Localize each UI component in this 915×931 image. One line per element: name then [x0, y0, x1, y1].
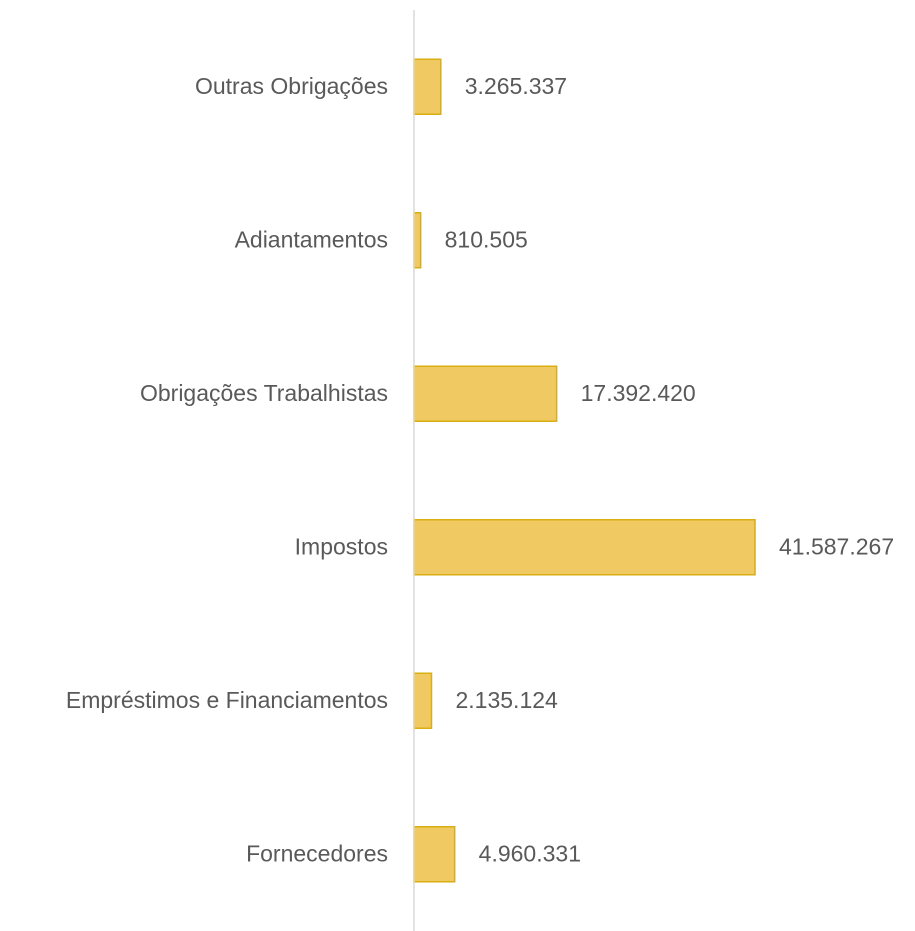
y-tick-label: Obrigações Trabalhistas: [140, 380, 388, 406]
data-label: 3.265.337: [465, 73, 567, 99]
bar: [413, 365, 558, 422]
bar: [413, 672, 433, 729]
data-label: 2.135.124: [456, 687, 559, 713]
bar: [413, 212, 422, 269]
data-label: 17.392.420: [581, 380, 696, 406]
data-label: 810.505: [445, 226, 528, 252]
bar: [413, 826, 456, 883]
bar: [413, 519, 756, 576]
data-label: 4.960.331: [479, 840, 581, 866]
y-tick-label: Impostos: [295, 533, 388, 559]
y-tick-label: Empréstimos e Financiamentos: [66, 687, 388, 713]
y-tick-label: Adiantamentos: [235, 226, 388, 252]
data-label: 41.587.267: [779, 533, 894, 559]
bar: [413, 58, 442, 115]
y-tick-label: Fornecedores: [246, 840, 388, 866]
y-tick-label: Outras Obrigações: [195, 73, 388, 99]
